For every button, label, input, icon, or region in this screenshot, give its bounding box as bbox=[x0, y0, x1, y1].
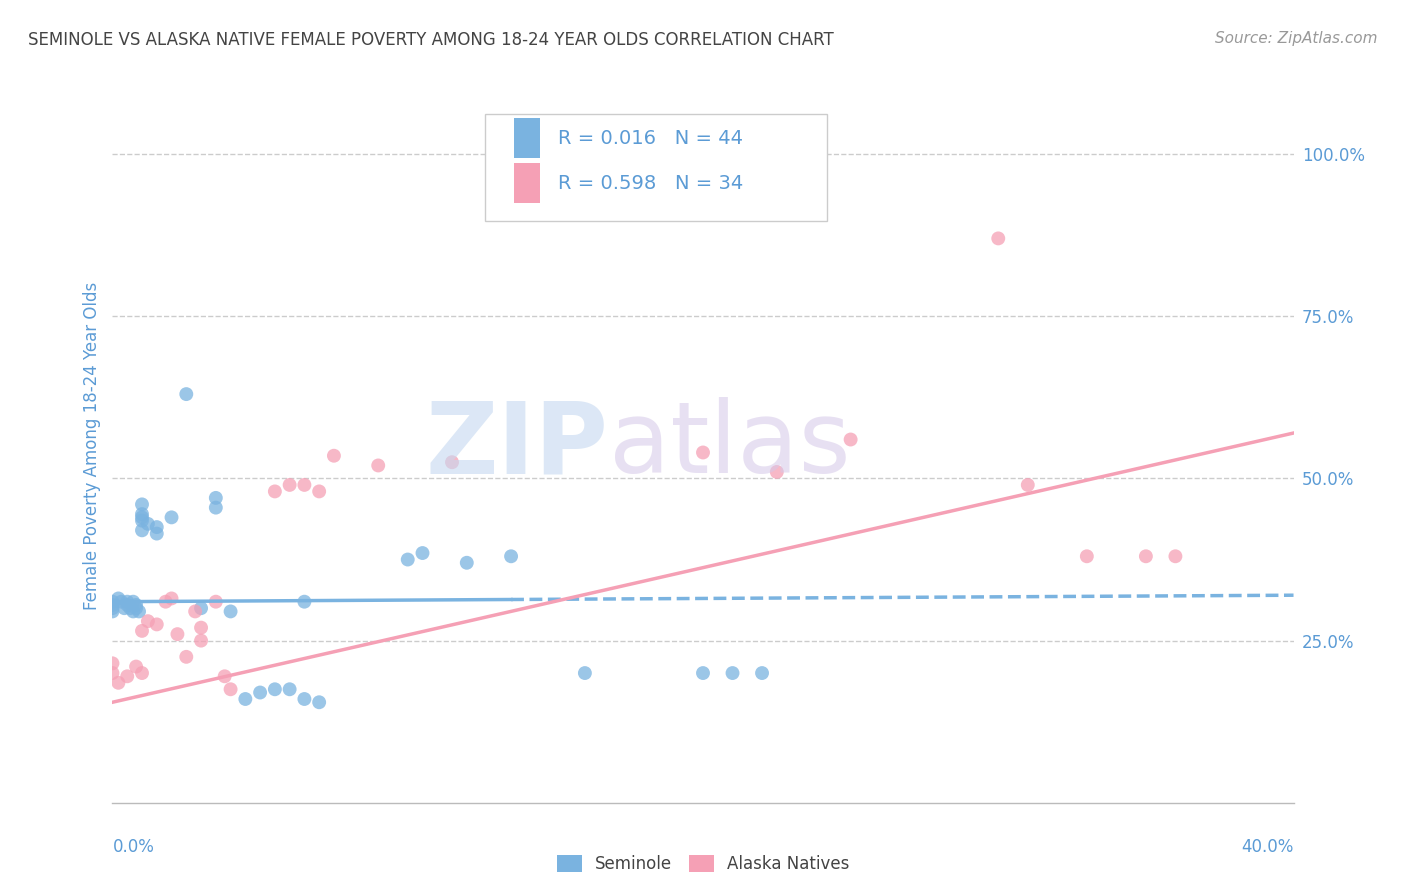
Point bbox=[264, 682, 287, 697]
FancyBboxPatch shape bbox=[515, 163, 540, 202]
Text: 0.0%: 0.0% bbox=[112, 838, 155, 856]
Point bbox=[751, 666, 773, 681]
Point bbox=[190, 633, 212, 648]
Point bbox=[131, 624, 153, 638]
FancyBboxPatch shape bbox=[515, 119, 540, 158]
Point bbox=[101, 598, 124, 612]
Text: Source: ZipAtlas.com: Source: ZipAtlas.com bbox=[1215, 31, 1378, 46]
Point bbox=[292, 692, 315, 706]
Text: SEMINOLE VS ALASKA NATIVE FEMALE POVERTY AMONG 18-24 YEAR OLDS CORRELATION CHART: SEMINOLE VS ALASKA NATIVE FEMALE POVERTY… bbox=[28, 31, 834, 49]
Point bbox=[101, 595, 124, 609]
Point bbox=[128, 604, 150, 618]
Point bbox=[987, 231, 1010, 245]
Text: R = 0.016   N = 44: R = 0.016 N = 44 bbox=[558, 128, 742, 147]
Point bbox=[292, 595, 315, 609]
Text: 40.0%: 40.0% bbox=[1241, 838, 1294, 856]
Point bbox=[219, 682, 242, 697]
Point bbox=[214, 669, 236, 683]
Point bbox=[219, 604, 242, 618]
Point bbox=[367, 458, 389, 473]
Point bbox=[1135, 549, 1157, 564]
Point bbox=[166, 627, 188, 641]
Point bbox=[205, 491, 228, 505]
Point bbox=[174, 387, 197, 401]
Text: atlas: atlas bbox=[609, 398, 851, 494]
Point bbox=[184, 604, 207, 618]
Point bbox=[1076, 549, 1098, 564]
Point bbox=[692, 666, 714, 681]
Point bbox=[117, 595, 138, 609]
Point bbox=[174, 649, 197, 664]
Point bbox=[160, 510, 183, 524]
Point bbox=[110, 595, 132, 609]
FancyBboxPatch shape bbox=[485, 114, 827, 221]
Point bbox=[456, 556, 478, 570]
Point bbox=[205, 500, 228, 515]
Point bbox=[131, 514, 153, 528]
Point bbox=[101, 666, 124, 681]
Point bbox=[190, 601, 212, 615]
Point bbox=[131, 510, 153, 524]
Point bbox=[1164, 549, 1187, 564]
Point bbox=[146, 617, 169, 632]
Point bbox=[122, 604, 145, 618]
Point bbox=[1017, 478, 1039, 492]
Point bbox=[766, 465, 789, 479]
Point bbox=[264, 484, 287, 499]
Point bbox=[160, 591, 183, 606]
Point bbox=[839, 433, 862, 447]
Point bbox=[120, 601, 142, 615]
Point bbox=[292, 478, 315, 492]
Point bbox=[396, 552, 419, 566]
Point bbox=[721, 666, 744, 681]
Point bbox=[131, 666, 153, 681]
Point bbox=[308, 695, 330, 709]
Point bbox=[323, 449, 346, 463]
Point bbox=[155, 595, 177, 609]
Point bbox=[131, 507, 153, 521]
Point bbox=[122, 595, 145, 609]
Point bbox=[308, 484, 330, 499]
Point bbox=[278, 478, 301, 492]
Point bbox=[101, 601, 124, 615]
Point bbox=[146, 520, 169, 534]
Point bbox=[411, 546, 433, 560]
Point bbox=[136, 516, 159, 531]
Point bbox=[112, 601, 135, 615]
Point bbox=[125, 601, 148, 615]
Y-axis label: Female Poverty Among 18-24 Year Olds: Female Poverty Among 18-24 Year Olds bbox=[83, 282, 101, 610]
Point bbox=[131, 497, 153, 511]
Point bbox=[205, 595, 228, 609]
Point bbox=[233, 692, 256, 706]
Point bbox=[125, 659, 148, 673]
Point bbox=[146, 526, 169, 541]
Point bbox=[107, 591, 129, 606]
Legend: Seminole, Alaska Natives: Seminole, Alaska Natives bbox=[550, 848, 856, 880]
Point bbox=[117, 598, 138, 612]
Text: R = 0.598   N = 34: R = 0.598 N = 34 bbox=[558, 174, 742, 193]
Point bbox=[249, 685, 271, 699]
Point bbox=[101, 604, 124, 618]
Point bbox=[501, 549, 523, 564]
Point bbox=[125, 598, 148, 612]
Point bbox=[107, 675, 129, 690]
Point bbox=[101, 657, 124, 671]
Point bbox=[574, 666, 596, 681]
Point bbox=[136, 614, 159, 628]
Point bbox=[131, 524, 153, 538]
Point bbox=[278, 682, 301, 697]
Point bbox=[190, 621, 212, 635]
Text: ZIP: ZIP bbox=[426, 398, 609, 494]
Point bbox=[117, 669, 138, 683]
Point bbox=[692, 445, 714, 459]
Point bbox=[441, 455, 464, 469]
